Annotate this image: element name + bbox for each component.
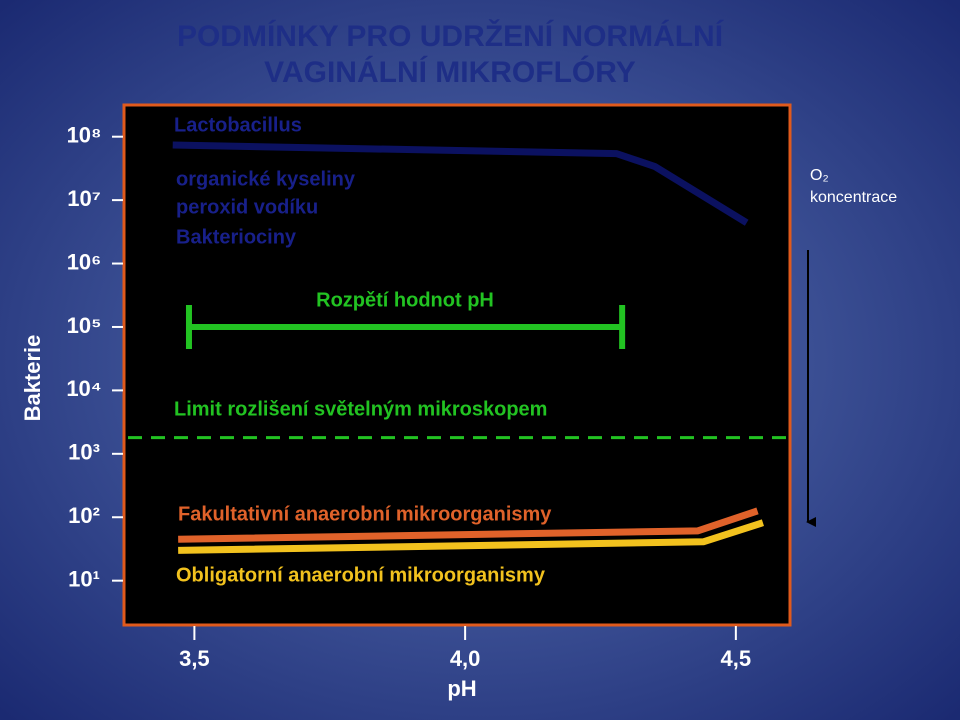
title-line: PODMÍNKY PRO UDRŽENÍ NORMÁLNÍ [177, 19, 724, 53]
annotation: Bakteriociny [176, 226, 297, 248]
y-tick-label: 10⁵ [67, 313, 102, 338]
o2-label: koncentrace [810, 189, 897, 206]
x-tick-label: 4,5 [721, 646, 752, 671]
series-line [172, 141, 749, 226]
o2-label: O₂ [810, 167, 829, 184]
x-axis-label: pH [447, 676, 476, 701]
annotation: organické kyseliny [176, 168, 356, 190]
y-axis-label: Bakterie [20, 335, 45, 422]
y-tick-label: 10² [68, 503, 100, 528]
y-tick-label: 10⁸ [67, 123, 102, 148]
x-tick-label: 4,0 [450, 646, 481, 671]
series-label: Lactobacillus [174, 114, 302, 136]
range-label: Rozpětí hodnot pH [316, 289, 494, 311]
series-label: Fakultativní anaerobní mikroorganismy [178, 503, 552, 525]
y-tick-label: 10¹ [68, 566, 100, 591]
y-tick-label: 10⁶ [67, 249, 102, 274]
series-line [178, 519, 764, 554]
y-tick-label: 10⁴ [66, 376, 101, 401]
threshold-label: Limit rozlišení světelným mikroskopem [174, 398, 547, 420]
series-label: Obligatorní anaerobní mikroorganismy [176, 564, 546, 586]
x-tick-label: 3,5 [179, 646, 210, 671]
series-line [178, 507, 759, 543]
title-line: VAGINÁLNÍ MIKROFLÓRY [264, 55, 636, 89]
y-tick-label: 10³ [68, 440, 100, 465]
y-tick-label: 10⁷ [67, 186, 101, 211]
annotation: peroxid vodíku [176, 196, 318, 218]
